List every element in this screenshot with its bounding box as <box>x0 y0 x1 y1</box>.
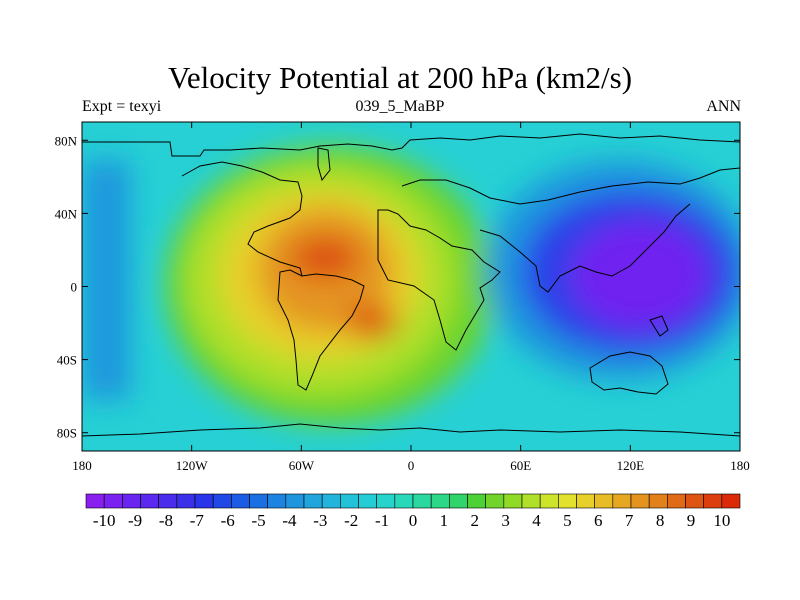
colorbar-swatch-18 <box>412 493 432 509</box>
y-tick-label: 40N <box>55 206 78 221</box>
colorbar-swatch-10 <box>267 493 287 509</box>
colorbar-label: -3 <box>313 511 327 530</box>
coastlines <box>82 133 740 437</box>
colorbar-label: 5 <box>563 511 572 530</box>
colorbar-label: -5 <box>251 511 265 530</box>
colorbar-swatch-20 <box>449 493 468 509</box>
coastline-islands <box>649 315 669 337</box>
colorbar-swatch-13 <box>321 493 341 509</box>
colorbar-swatch-23 <box>503 493 523 509</box>
x-tick-label: 120W <box>176 458 209 473</box>
colorbar-swatch-19 <box>430 493 450 509</box>
colorbar-label: 7 <box>625 511 634 530</box>
colorbar-swatch-22 <box>485 493 505 509</box>
colorbar-swatch-33 <box>685 493 704 509</box>
field-max-south <box>346 306 398 338</box>
colorbar-swatch-3 <box>140 493 159 509</box>
colorbar-label: 8 <box>656 511 665 530</box>
colorbar-swatch-0 <box>85 493 105 509</box>
colorbar: -10 -9 -8 -7 -6 -5 -4 -3 -2 -1 0 1 2 3 4 5 6 7 8 9 10 <box>85 493 741 530</box>
colorbar-swatch-15 <box>358 493 377 509</box>
coastline-antarctica <box>82 423 740 437</box>
colorbar-swatch-2 <box>122 493 141 509</box>
chart-title: Velocity Potential at 200 hPa (km2/s) <box>167 60 633 95</box>
colorbar-swatch-30 <box>630 493 650 509</box>
coastline-south-america <box>277 269 365 391</box>
colorbar-label: 2 <box>471 511 480 530</box>
map-axes: 180 120W 60W 0 60E 120E 180 80N 40N 0 40S 80S <box>55 122 750 473</box>
x-tick-label: 60E <box>510 458 531 473</box>
colorbar-swatch-17 <box>394 493 414 509</box>
x-tick-label: 120E <box>617 458 645 473</box>
x-tick-label: 0 <box>408 458 415 473</box>
colorbar-swatch-21 <box>467 493 486 509</box>
colorbar-label: -1 <box>375 511 389 530</box>
colorbar-swatch-8 <box>231 493 250 509</box>
colorbar-label: -8 <box>159 511 173 530</box>
experiment-label: Expt = texyi <box>82 98 162 115</box>
colorbar-swatch-35 <box>721 493 741 509</box>
coastline-arctic <box>82 133 740 157</box>
x-tick-label: 60W <box>289 458 315 473</box>
field-low-dateline <box>82 160 130 400</box>
colorbar-label: -6 <box>221 511 235 530</box>
coastline-australia <box>589 351 669 395</box>
y-tick-label: 40S <box>57 353 77 368</box>
y-tick-label: 80N <box>55 133 78 148</box>
y-tick-label: 80S <box>57 426 77 441</box>
colorbar-swatch-14 <box>340 493 359 509</box>
colorbar-label: 1 <box>440 511 449 530</box>
colorbar-swatch-1 <box>103 493 123 509</box>
colorbar-swatch-25 <box>539 493 559 509</box>
coastline-greenland <box>317 147 331 182</box>
colorbar-label: 9 <box>687 511 696 530</box>
colorbar-label: -7 <box>190 511 205 530</box>
field-min <box>570 220 710 330</box>
colorbar-label: 6 <box>594 511 603 530</box>
colorbar-swatch-26 <box>558 493 577 509</box>
colorbar-swatch-4 <box>158 493 178 509</box>
coastline-north-america <box>181 161 303 277</box>
colorbar-label: 0 <box>409 511 418 530</box>
colorbar-swatch-7 <box>212 493 232 509</box>
field-layer <box>82 122 740 451</box>
colorbar-label: -4 <box>282 511 297 530</box>
colorbar-label: 3 <box>501 511 510 530</box>
colorbar-swatch-12 <box>303 493 323 509</box>
colorbar-swatch-29 <box>612 493 632 509</box>
colorbar-swatch-31 <box>648 493 668 509</box>
colorbar-label: -9 <box>128 511 142 530</box>
case-label: 039_5_MaBP <box>355 98 445 115</box>
colorbar-swatch-16 <box>376 493 396 509</box>
colorbar-swatch-28 <box>594 493 614 509</box>
coastline-africa <box>377 209 501 351</box>
colorbar-label: -10 <box>93 511 116 530</box>
colorbar-swatch-5 <box>176 493 196 509</box>
coastline-asia-south <box>479 203 691 293</box>
coastline-eurasia-north <box>401 167 740 205</box>
colorbar-label: 10 <box>713 511 730 530</box>
field-max-north <box>291 238 359 278</box>
colorbar-swatch-9 <box>249 493 268 509</box>
season-label: ANN <box>706 98 741 115</box>
colorbar-swatch-11 <box>285 493 305 509</box>
colorbar-swatch-6 <box>194 493 214 509</box>
colorbar-swatch-34 <box>703 493 723 509</box>
field-blobs <box>82 145 740 425</box>
colorbar-swatch-32 <box>667 493 686 509</box>
y-tick-label: 0 <box>71 280 78 295</box>
colorbar-swatch-27 <box>576 493 595 509</box>
colorbar-label: 4 <box>532 511 541 530</box>
colorbar-swatch-24 <box>521 493 541 509</box>
x-tick-label: 180 <box>730 458 750 473</box>
x-tick-label: 180 <box>72 458 92 473</box>
colorbar-label: -2 <box>344 511 358 530</box>
